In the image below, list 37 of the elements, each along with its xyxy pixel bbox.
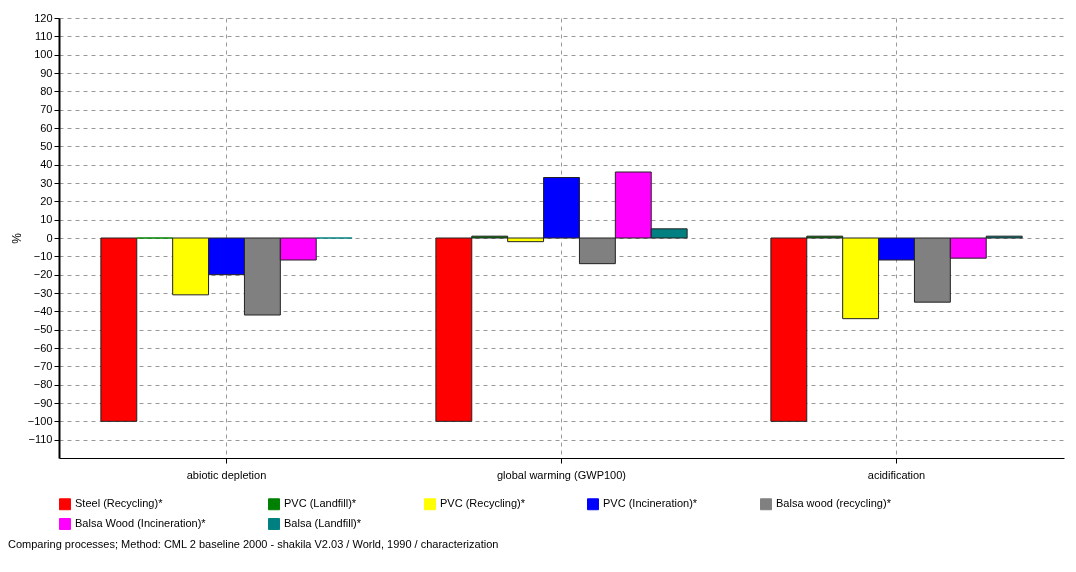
y-tick-label: −40 — [33, 304, 53, 317]
y-tick-label: −100 — [27, 414, 53, 427]
y-tick-label: −30 — [33, 286, 53, 299]
x-tick-label: global warming (GWP100) — [497, 468, 626, 481]
y-tick-label: −50 — [33, 323, 53, 336]
y-tick-label: 40 — [40, 158, 53, 171]
y-tick-label: 10 — [40, 213, 53, 226]
legend-label: Balsa (Landfill)* — [284, 517, 362, 529]
y-tick-label: −90 — [33, 396, 53, 409]
y-tick-label: 50 — [40, 139, 53, 152]
y-tick-label: 20 — [40, 194, 53, 207]
bar — [100, 237, 138, 422]
x-tick-label: acidification — [867, 468, 926, 481]
legend-label: PVC (Recycling)* — [440, 497, 526, 510]
y-tick-label: 30 — [40, 176, 53, 189]
y-tick-label: 80 — [40, 84, 53, 97]
y-tick-label: −60 — [33, 341, 53, 354]
y-tick-label: 70 — [40, 103, 53, 116]
y-tick-label: −80 — [33, 378, 53, 391]
y-tick-label: 60 — [40, 121, 53, 134]
y-tick-label: 0 — [46, 231, 53, 244]
legend-label: Steel (Recycling)* — [75, 497, 164, 510]
y-axis-title: % — [9, 232, 24, 244]
legend-label: Balsa Wood (Incineration)* — [75, 517, 207, 529]
y-tick-label: −20 — [33, 268, 53, 281]
x-tick-label: abiotic depletion — [186, 468, 267, 481]
legend-label: Balsa wood (recycling)* — [776, 497, 892, 510]
y-tick-label: −110 — [28, 433, 53, 446]
text: Comparing processes; Method: CML 2 baseline 2000 - shakila V2.03 / World, 1990 / characterization — [8, 538, 500, 550]
y-tick-label: −70 — [33, 359, 53, 372]
y-tick-label: 90 — [40, 66, 53, 79]
y-tick-label: 120 — [34, 11, 53, 24]
y-tick-label: 100 — [34, 48, 53, 61]
legend-label: PVC (Landfill)* — [284, 497, 357, 510]
legend-label: PVC (Incineration)* — [603, 497, 698, 510]
y-tick-label: −10 — [33, 249, 53, 262]
y-tick-label: 110 — [34, 29, 53, 42]
